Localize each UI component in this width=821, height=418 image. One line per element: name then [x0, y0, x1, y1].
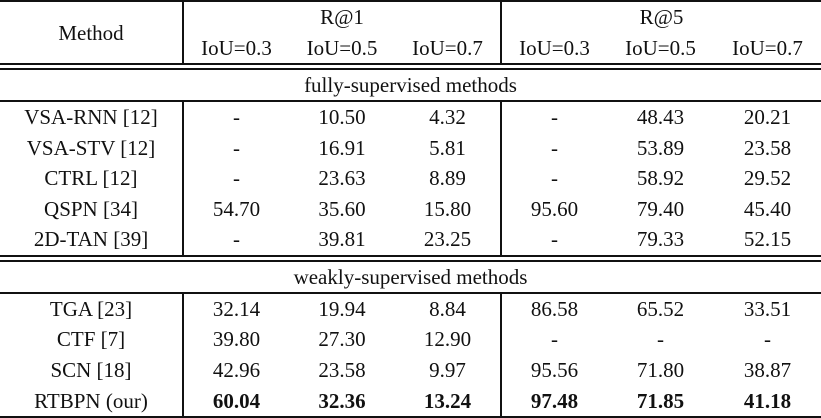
value-cell: -	[551, 135, 559, 160]
value-cell: 60.04	[212, 388, 261, 413]
value-cell: 52.15	[743, 227, 792, 252]
value-cell: 79.33	[636, 227, 685, 252]
value-cell: 10.50	[318, 105, 366, 130]
value-cell: 86.58	[530, 296, 579, 321]
table-row-tga: TGA [23] 32.14 19.94 8.84 86.58 65.52 33…	[0, 292, 821, 325]
value-cell: -	[551, 227, 559, 252]
col-header-r1-iou03: IoU=0.3	[201, 35, 272, 60]
col-header-r5-iou03: IoU=0.3	[519, 35, 590, 60]
table-row-qspn: QSPN [34] 54.70 35.60 15.80 95.60 79.40 …	[0, 193, 821, 225]
table-row-2d-tan: 2D-TAN [39] - 39.81 23.25 - 79.33 52.15	[0, 224, 821, 259]
value-cell: 32.36	[318, 388, 366, 413]
value-cell: 53.89	[636, 135, 685, 160]
value-cell: 8.89	[395, 163, 503, 194]
value-cell: 12.90	[395, 324, 503, 355]
group-header-r5: R@5	[639, 5, 684, 30]
value-cell: -	[551, 105, 559, 130]
table-row-ctrl: CTRL [12] - 23.63 8.89 - 58.92 29.52	[0, 163, 821, 194]
method-cell: TGA [23]	[0, 292, 184, 325]
value-cell: 23.58	[743, 135, 792, 160]
value-cell: 38.87	[743, 357, 792, 382]
value-cell: 48.43	[636, 105, 685, 130]
value-cell: 71.85	[636, 388, 685, 413]
table-row-scn: SCN [18] 42.96 23.58 9.97 95.56 71.80 38…	[0, 354, 821, 386]
value-cell: -	[233, 166, 240, 191]
value-cell: 23.58	[318, 357, 366, 382]
col-header-r5-iou05: IoU=0.5	[625, 35, 696, 60]
method-cell: CTF [7]	[0, 324, 184, 355]
value-cell: 5.81	[395, 132, 503, 164]
value-cell: -	[233, 105, 240, 130]
method-cell: SCN [18]	[0, 354, 184, 386]
value-cell: 41.18	[743, 388, 792, 413]
header-row-groups: Method R@1 R@5	[0, 1, 821, 67]
value-cell: -	[233, 135, 240, 160]
method-cell: CTRL [12]	[0, 163, 184, 194]
value-cell: -	[233, 227, 240, 252]
section-title: fully-supervised methods	[0, 63, 821, 102]
section-title: weakly-supervised methods	[0, 254, 821, 294]
value-cell: 32.14	[212, 296, 261, 321]
value-cell: 39.81	[318, 227, 366, 252]
value-cell: 33.51	[743, 296, 792, 321]
col-header-r1-iou07: IoU=0.7	[395, 32, 503, 67]
method-cell: VSA-RNN [12]	[0, 100, 184, 133]
value-cell: 95.56	[530, 357, 579, 382]
value-cell: 20.21	[743, 105, 792, 130]
value-cell: 58.92	[636, 166, 685, 191]
method-cell: 2D-TAN [39]	[0, 224, 184, 259]
col-header-r1-iou05: IoU=0.5	[306, 35, 378, 60]
table-row-vsa-stv: VSA-STV [12] - 16.91 5.81 - 53.89 23.58	[0, 132, 821, 164]
value-cell: 79.40	[636, 196, 685, 221]
value-cell: 19.94	[318, 296, 366, 321]
value-cell: -	[551, 327, 559, 352]
value-cell: 4.32	[395, 100, 503, 133]
value-cell: -	[551, 166, 559, 191]
header-method: Method	[0, 1, 184, 67]
value-cell: 15.80	[395, 193, 503, 225]
value-cell: 35.60	[318, 196, 366, 221]
table-row-vsa-rnn: VSA-RNN [12] - 10.50 4.32 - 48.43 20.21	[0, 100, 821, 133]
value-cell: 45.40	[743, 196, 792, 221]
value-cell: 23.63	[318, 166, 366, 191]
group-header-r1: R@1	[183, 1, 503, 33]
table-row-ctf: CTF [7] 39.80 27.30 12.90 - - -	[0, 324, 821, 355]
method-cell: RTBPN (our)	[0, 385, 184, 417]
value-cell: 23.25	[395, 224, 503, 259]
method-cell: VSA-STV [12]	[0, 132, 184, 164]
section-fully-supervised: fully-supervised methods	[0, 63, 821, 102]
value-cell: 27.30	[318, 327, 366, 352]
col-header-r5-iou07: IoU=0.7	[732, 35, 803, 60]
table-row-rtbpn-ours: RTBPN (our) 60.04 32.36 13.24 97.48 71.8…	[0, 385, 821, 417]
value-cell: 42.96	[212, 357, 261, 382]
value-cell: -	[657, 327, 665, 352]
value-cell: 9.97	[395, 354, 503, 386]
value-cell: 29.52	[743, 166, 792, 191]
section-weakly-supervised: weakly-supervised methods	[0, 254, 821, 294]
value-cell: 97.48	[530, 388, 579, 413]
header-row-iou: IoU=0.3 IoU=0.5 IoU=0.7 IoU=0.3 IoU=0.5 …	[0, 32, 821, 67]
value-cell: 71.80	[636, 357, 685, 382]
value-cell: 8.84	[395, 292, 503, 325]
method-cell: QSPN [34]	[0, 193, 184, 225]
value-cell: 54.70	[212, 196, 261, 221]
value-cell: 16.91	[318, 135, 366, 160]
value-cell: 65.52	[636, 296, 685, 321]
value-cell: 13.24	[395, 385, 503, 417]
value-cell: -	[764, 327, 772, 352]
value-cell: 95.60	[530, 196, 579, 221]
value-cell: 39.80	[212, 327, 261, 352]
